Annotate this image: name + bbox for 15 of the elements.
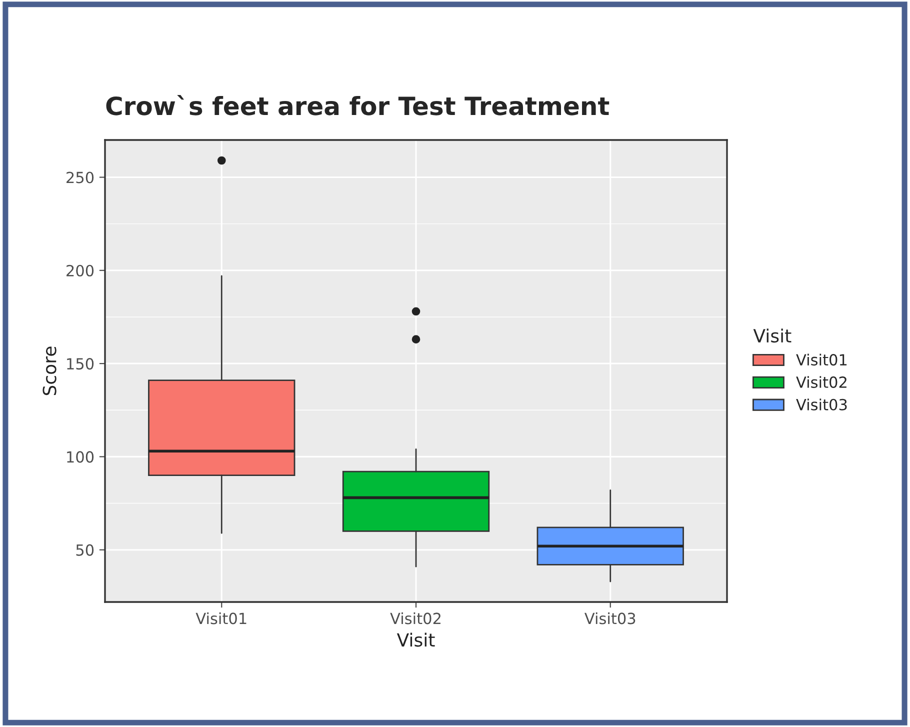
y-tick-label: 50 [76, 544, 94, 556]
x-tick-label: Visit01 [196, 612, 246, 624]
legend-label: Visit01 [796, 354, 847, 366]
legend-label: Visit03 [796, 398, 847, 410]
y-axis-title: Score [42, 346, 56, 396]
x-tick-label: Visit02 [390, 612, 440, 624]
chart-title: Crow`s feet area for Test Treatment [106, 95, 610, 116]
x-tick-label: Visit03 [584, 612, 636, 624]
legend-title: Visit [753, 328, 792, 343]
legend-label: Visit02 [796, 376, 846, 388]
y-tick-label: 150 [67, 358, 94, 370]
y-tick-label: 250 [66, 172, 94, 184]
y-tick-label: 100 [67, 451, 94, 463]
y-tick-label: 200 [66, 264, 94, 276]
x-axis-title: Visit [396, 632, 435, 647]
